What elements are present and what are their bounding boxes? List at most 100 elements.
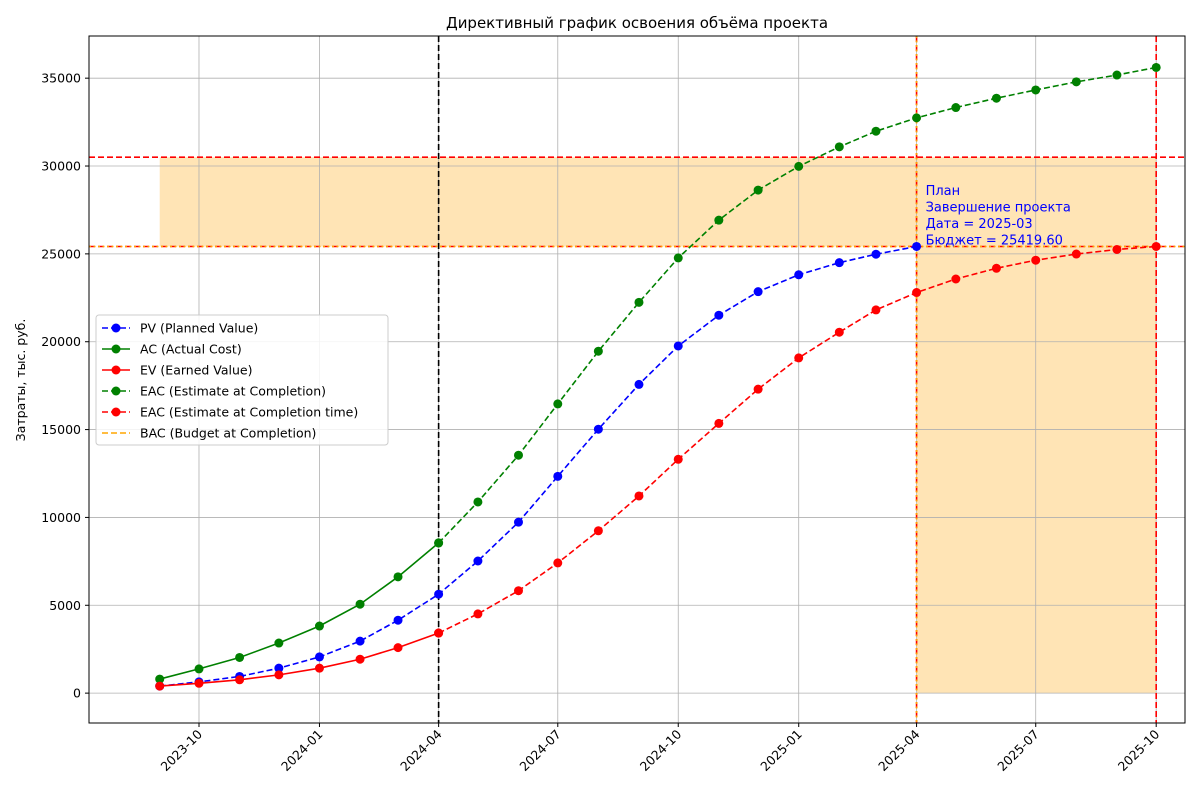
legend-item-3: EV (Earned Value) <box>102 363 253 378</box>
data-point <box>834 142 844 152</box>
legend-label: BAC (Budget at Completion) <box>140 426 316 441</box>
data-point <box>834 258 844 268</box>
data-point <box>634 379 644 389</box>
data-point <box>834 327 844 337</box>
data-point <box>473 497 483 507</box>
data-point <box>1112 244 1122 254</box>
legend-marker <box>111 407 121 417</box>
series-line <box>159 542 440 680</box>
y-tick-label: 5000 <box>49 598 81 613</box>
y-axis-label: Затраты, тыс. руб. <box>13 319 28 442</box>
data-point <box>912 113 922 123</box>
plot-frame <box>88 35 1186 724</box>
data-point <box>434 538 444 548</box>
data-point <box>871 305 881 315</box>
data-point <box>473 609 483 619</box>
legend-item-1: PV (Planned Value) <box>102 321 258 336</box>
data-point <box>634 297 644 307</box>
annotation-line: Дата = 2025-03 <box>926 217 1033 232</box>
series-1 <box>155 241 922 691</box>
data-point <box>1031 85 1041 95</box>
data-point <box>314 621 324 631</box>
series-5 <box>434 241 1161 638</box>
data-point <box>912 288 922 298</box>
annotation-line: Завершение проекта <box>926 201 1071 216</box>
reference-lines <box>89 36 1185 723</box>
legend-label: EAC (Estimate at Completion) <box>140 384 326 399</box>
annotation-line: Бюджет = 25419.60 <box>926 234 1063 249</box>
legend-label: EAC (Estimate at Completion time) <box>140 405 358 420</box>
data-point <box>593 526 603 536</box>
legend-label: PV (Planned Value) <box>140 321 258 336</box>
data-point <box>753 384 763 394</box>
data-point <box>634 491 644 501</box>
annotation-line: План <box>926 184 961 199</box>
data-point <box>1151 241 1161 251</box>
series-2 <box>155 538 444 684</box>
data-point <box>274 670 284 680</box>
data-point <box>714 215 724 225</box>
data-point <box>553 471 563 481</box>
data-point <box>714 310 724 320</box>
y-tick-label: 20000 <box>41 334 81 349</box>
data-point <box>753 287 763 297</box>
data-point <box>434 628 444 638</box>
data-point <box>393 572 403 582</box>
data-point <box>912 241 922 251</box>
data-point <box>274 638 284 648</box>
data-point <box>1071 249 1081 259</box>
data-point <box>393 643 403 653</box>
data-point <box>355 636 365 646</box>
y-tick-label: 0 <box>73 686 81 701</box>
data-point <box>194 664 204 674</box>
data-point <box>1031 255 1041 265</box>
y-tick-label: 30000 <box>41 159 81 174</box>
data-point <box>871 126 881 136</box>
data-point <box>355 599 365 609</box>
series-layer <box>155 62 1161 691</box>
data-point <box>794 270 804 280</box>
y-tick-label: 10000 <box>41 510 81 525</box>
data-point <box>355 654 365 664</box>
data-point <box>434 589 444 599</box>
chart-title: Директивный график освоения объёма проек… <box>446 14 828 32</box>
data-point <box>155 681 165 691</box>
shaded-regions <box>159 157 1157 694</box>
legend-label: EV (Earned Value) <box>140 363 253 378</box>
legend-label: AC (Actual Cost) <box>140 342 242 357</box>
data-point <box>513 586 523 596</box>
data-point <box>235 652 245 662</box>
legend-marker <box>111 344 121 354</box>
data-point <box>593 346 603 356</box>
data-point <box>673 454 683 464</box>
shaded-region-1 <box>159 157 1157 247</box>
data-point <box>1151 62 1161 72</box>
data-point <box>753 185 763 195</box>
data-point <box>991 263 1001 273</box>
data-point <box>194 678 204 688</box>
data-point <box>155 674 165 684</box>
legend-item-6: BAC (Budget at Completion) <box>102 426 316 441</box>
data-point <box>673 253 683 263</box>
legend-marker <box>111 386 121 396</box>
data-point <box>274 663 284 673</box>
legend-item-5: EAC (Estimate at Completion time) <box>102 405 358 420</box>
data-point <box>513 517 523 527</box>
data-point <box>314 663 324 673</box>
series-line <box>159 245 917 687</box>
y-tick-label: 25000 <box>41 246 81 261</box>
legend-box <box>95 314 389 446</box>
data-point <box>593 424 603 434</box>
y-tick-label: 15000 <box>41 422 81 437</box>
data-point <box>553 558 563 568</box>
data-point <box>794 353 804 363</box>
data-point <box>951 103 961 113</box>
series-line <box>159 632 439 687</box>
data-point <box>794 161 804 171</box>
y-tick-label: 35000 <box>41 71 81 86</box>
data-point <box>871 249 881 259</box>
legend-marker <box>111 323 121 333</box>
data-point <box>393 615 403 625</box>
